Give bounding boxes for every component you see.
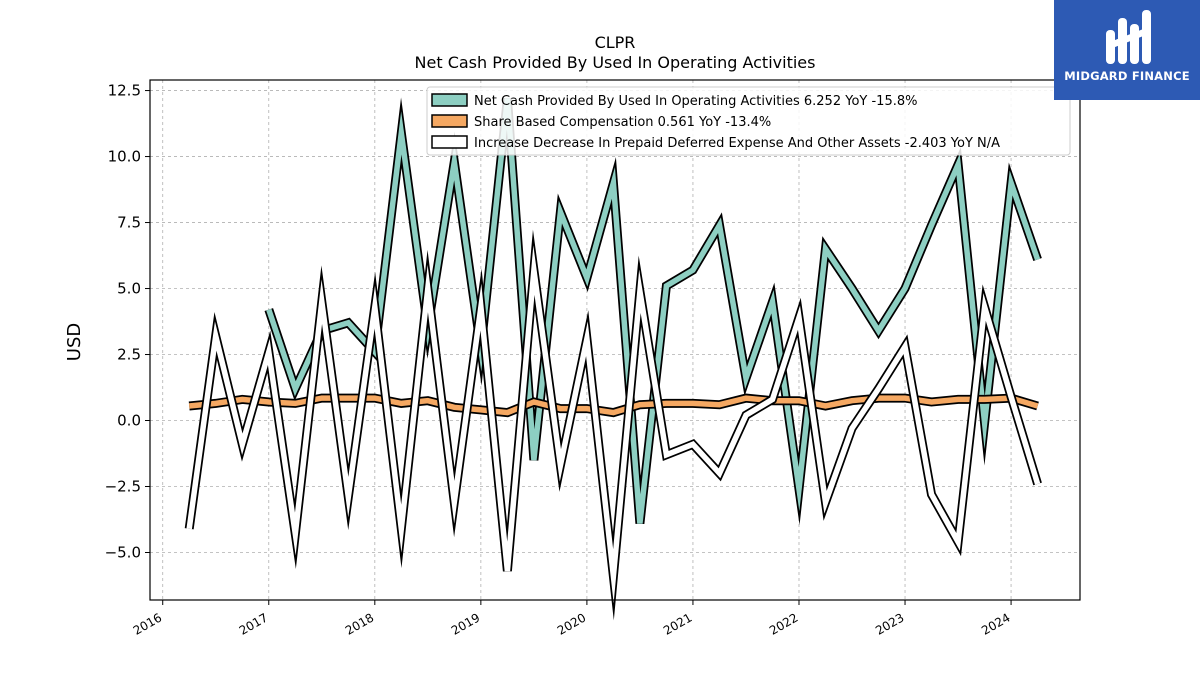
y-tick-label: −2.5: [105, 477, 141, 495]
legend-label-0: Net Cash Provided By Used In Operating A…: [474, 94, 917, 109]
brand-logo: MIDGARD FINANCE: [1054, 0, 1200, 100]
x-tick-label: 2023: [873, 610, 906, 637]
y-axis-label: USD: [64, 323, 85, 361]
series-layer: [184, 97, 1042, 621]
logo-text: MIDGARD FINANCE: [1064, 69, 1190, 83]
x-tick-label: 2024: [979, 610, 1012, 637]
x-tick-label: 2019: [449, 610, 482, 637]
x-tick-label: 2021: [661, 610, 694, 637]
legend-swatch-2: [431, 135, 468, 149]
y-tick-label: 2.5: [117, 346, 141, 364]
x-tick-label: 2017: [237, 610, 270, 637]
y-tick-label: 5.0: [117, 280, 141, 298]
axes: −5.0 −2.5 0.0 2.5 5.0 7.5 10.0 12.5 2016 2017 2018…: [105, 82, 1013, 638]
legend: Net Cash Provided By Used In Operating A…: [426, 86, 1071, 156]
x-tick-label: 2016: [131, 610, 164, 637]
chart-subtitle: Net Cash Provided By Used In Operating A…: [415, 53, 816, 72]
y-tick-label: −5.0: [105, 543, 141, 561]
legend-label-1: Share Based Compensation 0.561 YoY -13.4…: [474, 115, 771, 130]
y-tick-label: 12.5: [108, 82, 141, 100]
x-tick-label: 2018: [343, 610, 376, 637]
series-2-line: [186, 245, 1041, 604]
plot-frame: [149, 79, 1081, 601]
legend-swatch-0: [431, 93, 468, 107]
y-tick-label: 0.0: [117, 412, 141, 430]
x-tick-label: 2022: [767, 610, 800, 637]
series-2-outline: [184, 229, 1042, 621]
logo-mark-icon: [1106, 10, 1151, 64]
legend-swatch-1: [431, 114, 468, 128]
legend-label-2: Increase Decrease In Prepaid Deferred Ex…: [474, 136, 1000, 151]
chart-title: CLPR: [595, 33, 636, 52]
y-tick-label: 7.5: [117, 214, 141, 232]
legend-box: [426, 86, 1071, 156]
y-tick-label: 10.0: [108, 148, 141, 166]
x-tick-label: 2020: [555, 610, 588, 637]
